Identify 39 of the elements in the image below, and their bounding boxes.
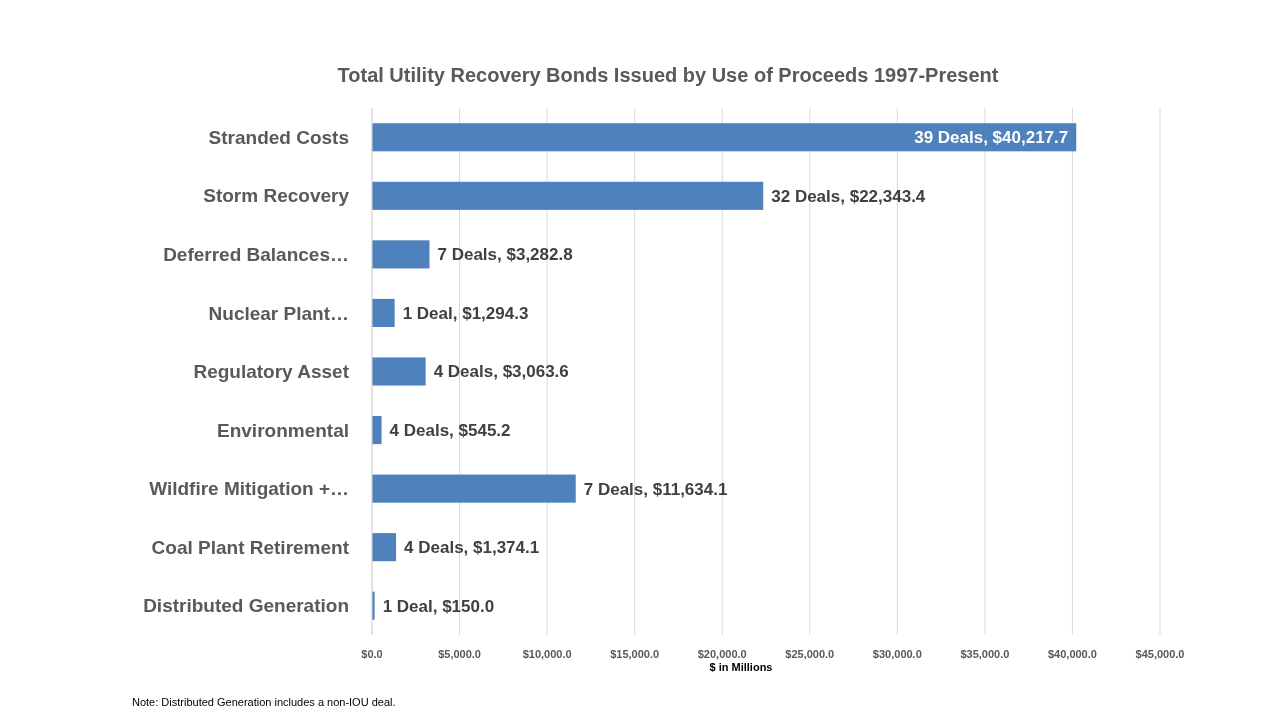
x-tick-label: $10,000.0: [522, 648, 572, 660]
data-label: 1 Deal, $1,294.3: [402, 303, 529, 323]
bar: [372, 298, 395, 327]
y-tick-label: Nuclear Plant…: [208, 302, 349, 324]
data-label: 32 Deals, $22,343.4: [771, 186, 926, 206]
x-tick-label: $30,000.0: [872, 648, 922, 660]
y-tick-label: Coal Plant Retirement: [151, 536, 350, 558]
y-tick-label: Distributed Generation: [143, 595, 349, 617]
bar: [372, 533, 397, 562]
data-label: 4 Deals, $3,063.6: [433, 362, 569, 382]
text: Note: Distributed Generation includes a non-IOU deal.: [132, 696, 396, 708]
bar: [372, 123, 1077, 152]
y-tick-label: Storm Recovery: [203, 185, 350, 207]
data-label: 7 Deals, $11,634.1: [583, 479, 728, 499]
x-tick-label: $25,000.0: [785, 648, 835, 660]
chart-title: Total Utility Recovery Bonds Issued by Use of Proceeds 1997-Present: [337, 64, 999, 86]
y-tick-label: Deferred Balances…: [163, 244, 349, 266]
bar: [372, 416, 382, 445]
y-tick-label: Environmental: [217, 419, 349, 441]
x-tick-label: $0.0: [361, 648, 383, 660]
data-label: 7 Deals, $3,282.8: [437, 245, 573, 265]
y-tick-label: Stranded Costs: [208, 126, 349, 148]
x-tick-label: $5,000.0: [438, 648, 481, 660]
bar: [372, 357, 426, 386]
bar: [372, 181, 764, 210]
data-label: 39 Deals, $40,217.7: [914, 128, 1069, 148]
x-tick-label: $45,000.0: [1135, 648, 1185, 660]
bar: [372, 474, 576, 503]
x-axis-title: $ in Millions: [709, 661, 773, 673]
y-tick-label: Wildfire Mitigation +…: [149, 478, 349, 500]
y-tick-label: Regulatory Asset: [193, 361, 350, 383]
bar: [372, 240, 430, 269]
data-label: 1 Deal, $150.0: [382, 596, 495, 616]
data-label: 4 Deals, $1,374.1: [404, 538, 540, 558]
x-tick-label: $20,000.0: [697, 648, 747, 660]
x-tick-label: $40,000.0: [1047, 648, 1097, 660]
x-tick-label: $35,000.0: [960, 648, 1010, 660]
x-tick-label: $15,000.0: [610, 648, 660, 660]
data-label: 4 Deals, $545.2: [389, 421, 511, 441]
